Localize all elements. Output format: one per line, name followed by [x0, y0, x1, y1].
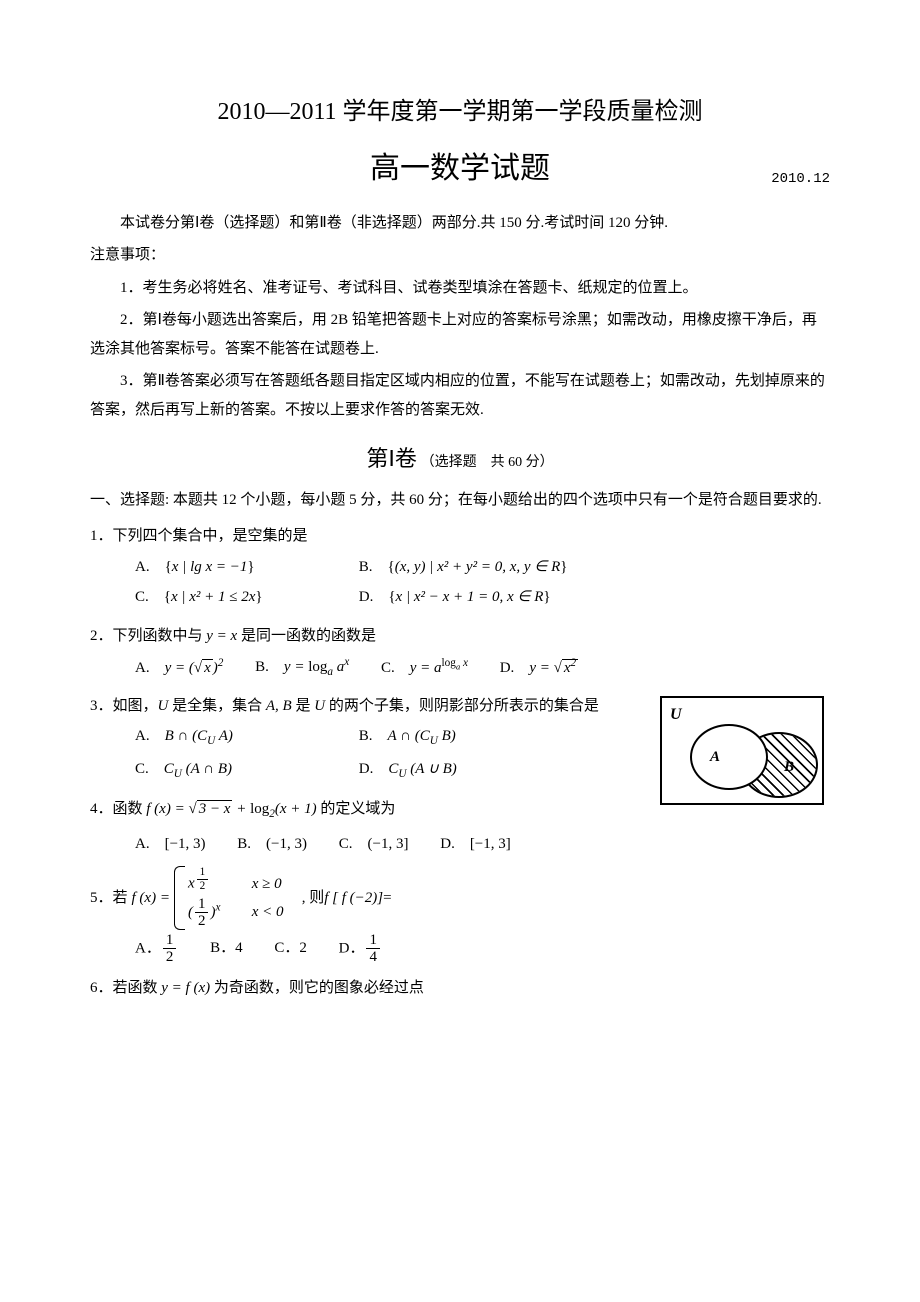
venn-label-u: U — [670, 700, 682, 730]
q4-options: A. [−1, 3) B. (−1, 3) C. (−1, 3] D. [−1,… — [90, 829, 830, 858]
page-title-line1: 2010—2011 学年度第一学期第一学段质量检测 — [90, 90, 830, 136]
venn-set-a — [690, 724, 768, 790]
q5-options: A．12 B．4 C．2 D．14 — [90, 932, 830, 966]
q5-opt-a: A．12 — [135, 932, 178, 966]
q5-opt-b: B．4 — [210, 934, 243, 963]
notice-3: 3．第Ⅱ卷答案必须写在答题纸各题目指定区域内相应的位置，不能写在试题卷上；如需改… — [90, 367, 830, 424]
exam-date: 2010.12 — [771, 166, 830, 193]
q3-opt-b: B. A ∩ (CU B) — [359, 722, 559, 752]
q1-options: A. {x | lg x = −1} B. {(x, y) | x² + y² … — [90, 553, 830, 614]
q4-opt-b: B. (−1, 3) — [237, 830, 307, 859]
section-1-small: （选择题 共 60 分） — [421, 455, 554, 470]
q6-stem: 6．若函数 y = f (x) 为奇函数，则它的图象必经过点 — [90, 974, 830, 1003]
notice-1: 1．考生务必将姓名、准考证号、考试科目、试卷类型填涂在答题卡、纸规定的位置上。 — [90, 274, 830, 303]
q3-opt-d: D. CU (A ∪ B) — [359, 755, 559, 785]
q2-opt-b: B. y = loga ax — [255, 652, 349, 683]
venn-diagram: U A B — [660, 696, 824, 805]
q5-opt-c: C．2 — [274, 934, 307, 963]
q2-stem: 2．下列函数中与 y = x 是同一函数的函数是 — [90, 622, 830, 651]
intro-paragraph: 本试卷分第Ⅰ卷（选择题）和第Ⅱ卷（非选择题）两部分.共 150 分.考试时间 1… — [90, 209, 830, 238]
q2-opt-d: D. y = √x2 — [500, 653, 578, 683]
q1-opt-c: C. {x | x² + 1 ≤ 2x} — [135, 583, 335, 612]
q5-opt-d: D．14 — [339, 932, 382, 966]
section-1-lead: 一、选择题: 本题共 12 个小题，每小题 5 分，共 60 分；在每小题给出的… — [90, 486, 830, 515]
q1-opt-b: B. {(x, y) | x² + y² = 0, x, y ∈ R} — [359, 553, 568, 582]
venn-label-a: A — [710, 743, 720, 772]
q3-opt-a: A. B ∩ (CU A) — [135, 722, 335, 752]
notice-2: 2．第Ⅰ卷每小题选出答案后，用 2B 铅笔把答题卡上对应的答案标号涂黑；如需改动… — [90, 306, 830, 363]
notice-heading: 注意事项： — [90, 241, 830, 270]
q4-opt-c: C. (−1, 3] — [339, 830, 409, 859]
q4-opt-d: D. [−1, 3] — [440, 830, 511, 859]
q1-opt-a: A. {x | lg x = −1} — [135, 553, 335, 582]
section-1-big: 第Ⅰ卷 — [366, 446, 417, 471]
section-1-title: 第Ⅰ卷 （选择题 共 60 分） — [90, 438, 830, 480]
q1-stem: 1．下列四个集合中，是空集的是 — [90, 522, 830, 551]
q2-options: A. y = (√x)2 B. y = loga ax C. y = aloga… — [90, 652, 830, 683]
title-row: 高一数学试题 2010.12 — [90, 140, 830, 197]
page-title-line2: 高一数学试题 — [370, 140, 550, 197]
q5-stem: 5．若 f (x) = x12 x ≥ 0 (12)x x < 0 , 则 f … — [90, 866, 830, 929]
q4-opt-a: A. [−1, 3) — [135, 830, 206, 859]
q5-piecewise: x12 x ≥ 0 (12)x x < 0 — [174, 866, 302, 929]
q1-opt-d: D. {x | x² − x + 1 = 0, x ∈ R} — [359, 583, 559, 612]
q3-opt-c: C. CU (A ∩ B) — [135, 755, 335, 785]
q2-opt-c: C. y = aloga x — [381, 653, 468, 683]
venn-label-b: B — [784, 753, 794, 782]
q2-opt-a: A. y = (√x)2 — [135, 653, 223, 683]
